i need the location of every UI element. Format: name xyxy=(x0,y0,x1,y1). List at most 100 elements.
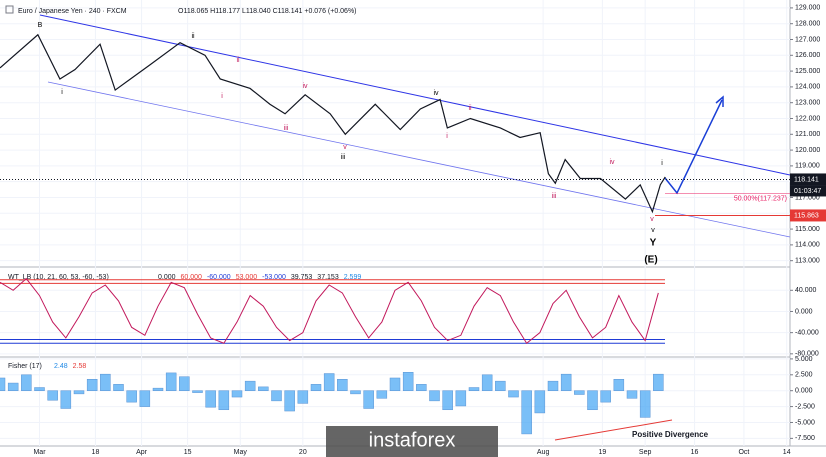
histogram-bar xyxy=(192,390,203,393)
watermark-box xyxy=(326,426,498,457)
ohlc: O118.065 H118.177 L118.040 C118.141 +0.0… xyxy=(178,8,357,15)
wave-label: i xyxy=(221,93,223,100)
histogram-bar xyxy=(600,390,611,403)
wave-label: v xyxy=(343,144,347,151)
histogram-bar xyxy=(179,376,190,391)
indicator-title: WT_LB (10, 21, 60, 53, -60, -53) xyxy=(8,274,109,281)
histogram-bar xyxy=(389,377,401,391)
wave-label: iv xyxy=(302,83,308,90)
y-tick-label: 117.000 xyxy=(795,194,820,201)
legend-value: -60.000 xyxy=(207,274,231,281)
histogram-bar xyxy=(639,390,651,418)
histogram-bar xyxy=(626,390,638,399)
price-line xyxy=(0,277,659,344)
histogram-bar xyxy=(271,390,282,402)
legend-value: 53.000 xyxy=(236,274,258,281)
arrow-head xyxy=(715,95,724,107)
histogram-bar xyxy=(34,387,45,391)
fib-label: 50.00%(117.237) xyxy=(734,196,787,203)
wave-label: i xyxy=(661,160,663,167)
wave-label: iv xyxy=(609,159,615,166)
wave-label: (E) xyxy=(644,255,657,266)
annotation: Positive Divergence xyxy=(632,430,709,439)
histogram-bar xyxy=(416,384,427,391)
low-label: 115.863 xyxy=(794,212,819,219)
y-tick-label: 115.000 xyxy=(795,226,820,233)
histogram-bar xyxy=(363,390,374,409)
legend-value: 2.58 xyxy=(73,363,87,370)
legend-value: 39.753 xyxy=(291,274,313,281)
wave-label: ii xyxy=(468,105,472,112)
histogram-bar xyxy=(60,390,72,409)
histogram-bar xyxy=(574,390,585,395)
chart-title: Euro / Japanese Yen · 240 · FXCM xyxy=(18,8,127,15)
wave-label: ii xyxy=(236,57,240,64)
x-tick-label: 16 xyxy=(691,449,699,456)
histogram-bar xyxy=(47,390,58,401)
wave-label: B xyxy=(38,22,43,29)
y-tick-label: 40.000 xyxy=(795,287,817,294)
histogram-bar xyxy=(508,390,519,398)
histogram-bar xyxy=(152,387,164,391)
y-tick-label: 120.000 xyxy=(795,147,820,154)
histogram-bar xyxy=(547,380,559,391)
y-tick-label: 113.000 xyxy=(795,258,820,265)
countdown: 01:03:47 xyxy=(794,188,821,195)
y-tick-label: 0.000 xyxy=(795,308,813,315)
legend-value: -53.000 xyxy=(262,274,286,281)
x-tick-label: May xyxy=(234,449,248,456)
histogram-bar xyxy=(258,386,269,391)
histogram-bar xyxy=(337,379,348,391)
projection-arrow xyxy=(664,99,723,195)
y-tick-label: 127.000 xyxy=(795,36,820,43)
histogram-bar xyxy=(653,373,664,391)
y-tick-label: 5.000 xyxy=(795,356,813,363)
histogram-bar xyxy=(310,384,322,391)
y-tick-label: 2.500 xyxy=(795,372,813,379)
price-line xyxy=(0,33,666,214)
wave-label: i xyxy=(446,133,448,140)
y-tick-label: -2.500 xyxy=(795,403,815,410)
y-tick-label: -5.000 xyxy=(795,419,815,426)
histogram-bar xyxy=(218,390,230,411)
histogram-bar xyxy=(455,390,467,407)
wave-label: iii xyxy=(341,154,346,161)
histogram-bar xyxy=(165,372,177,391)
y-tick-label: 0.000 xyxy=(795,388,813,395)
wave-label: Y xyxy=(650,238,657,249)
wave-label: iv xyxy=(433,90,439,97)
histogram-bar xyxy=(534,390,546,414)
histogram-bar xyxy=(73,390,85,395)
legend-value: 2.599 xyxy=(344,274,362,281)
histogram-bar xyxy=(323,373,335,391)
wave-label: v xyxy=(650,216,654,223)
x-tick-label: 19 xyxy=(598,449,606,456)
y-tick-label: 122.000 xyxy=(795,115,820,122)
x-tick-label: Sep xyxy=(639,449,652,456)
histogram-bar xyxy=(560,373,572,391)
x-tick-label: Aug xyxy=(537,449,550,456)
histogram-bar xyxy=(297,390,309,404)
histogram-bar xyxy=(402,372,414,391)
channel-lower xyxy=(47,81,791,238)
y-tick-label: 129.000 xyxy=(795,5,820,12)
histogram-bar xyxy=(231,390,243,398)
wave-label: i xyxy=(61,89,63,96)
histogram-bar xyxy=(139,390,151,407)
histogram-bar xyxy=(7,382,19,391)
y-tick-label: -40.000 xyxy=(795,329,819,336)
y-tick-label: 119.000 xyxy=(795,163,820,170)
wave-label: ii xyxy=(191,33,195,40)
y-tick-label: 125.000 xyxy=(795,68,820,75)
channel-upper xyxy=(39,14,791,176)
histogram-bar xyxy=(587,390,598,411)
y-tick-label: 126.000 xyxy=(795,52,820,59)
histogram-bar xyxy=(244,380,256,391)
collapse-icon[interactable] xyxy=(5,5,14,14)
histogram-bar xyxy=(376,390,388,399)
histogram-bar xyxy=(350,390,361,395)
legend-value: 37.153 xyxy=(317,274,339,281)
countdown-tag xyxy=(790,185,826,197)
x-tick-label: 15 xyxy=(184,449,192,456)
